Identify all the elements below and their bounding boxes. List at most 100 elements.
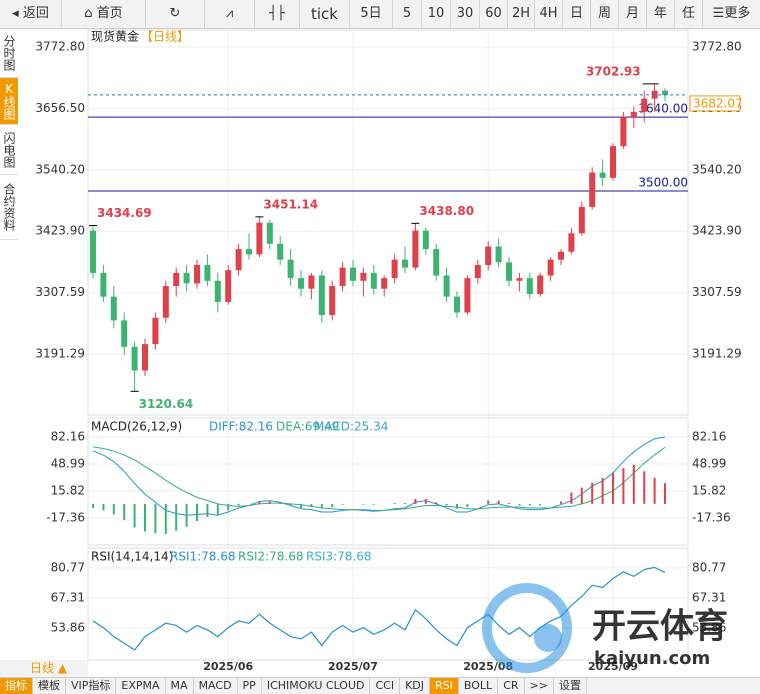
candle-body bbox=[204, 264, 211, 281]
bottom-tab[interactable]: CCI bbox=[370, 678, 401, 694]
period-button[interactable]: 10 bbox=[422, 0, 451, 28]
y-tick-label: 3772.80 bbox=[35, 40, 85, 54]
macd-bar bbox=[539, 503, 542, 506]
bottom-tab[interactable]: ICHIMOKU CLOUD bbox=[262, 678, 371, 694]
candle-body bbox=[121, 320, 128, 347]
y-tick-label-right: 3191.29 bbox=[692, 347, 742, 361]
x-tick-label: 2025/09 bbox=[588, 660, 638, 673]
candle-body bbox=[422, 230, 429, 250]
candle-body bbox=[402, 259, 408, 268]
bottom-tab[interactable]: RSI bbox=[430, 678, 459, 694]
candle-body bbox=[298, 278, 304, 289]
panel-frame bbox=[87, 29, 689, 416]
refresh-button[interactable]: ↻ bbox=[146, 0, 205, 28]
bottom-tab[interactable]: PP bbox=[238, 678, 262, 694]
candle-body bbox=[610, 146, 616, 178]
y-tick-label-right: 80.77 bbox=[692, 560, 726, 574]
back-label: 返回 bbox=[22, 6, 49, 21]
candle-body bbox=[506, 262, 512, 281]
candle-body bbox=[516, 278, 523, 281]
side-tab[interactable]: 合约资料 bbox=[0, 175, 18, 240]
candle-body bbox=[131, 346, 138, 371]
bottom-tab[interactable]: 指标 bbox=[0, 678, 33, 694]
legend-entry: RSI1:78.68 bbox=[170, 550, 236, 564]
back-button[interactable]: ◂ 返回 bbox=[0, 0, 62, 28]
tick-button[interactable]: tick bbox=[300, 0, 350, 28]
y-tick-label: 67.31 bbox=[51, 590, 85, 604]
macd-bar bbox=[560, 501, 562, 504]
bottom-tab[interactable]: 设置 bbox=[554, 678, 587, 694]
y-tick-label-right: -17.36 bbox=[692, 511, 731, 525]
watermark-ball bbox=[534, 624, 562, 652]
bottom-tab[interactable]: VIP指标 bbox=[66, 678, 117, 694]
macd-bar bbox=[300, 503, 302, 508]
candle-body bbox=[641, 98, 648, 112]
more-button[interactable]: ☰更多 bbox=[712, 6, 751, 21]
y-tick-label: 3540.20 bbox=[35, 162, 85, 176]
more-label: 更多 bbox=[724, 6, 751, 21]
home-button[interactable]: ⌂ 首页 bbox=[62, 0, 146, 28]
macd-bar bbox=[258, 501, 261, 504]
side-tab[interactable]: 分时图 bbox=[0, 28, 18, 78]
period-button[interactable]: 2H bbox=[508, 0, 535, 28]
macd-bar bbox=[393, 503, 396, 504]
macd-bar bbox=[508, 503, 510, 504]
panel-frame bbox=[87, 417, 689, 546]
y-tick-label-right: 3423.90 bbox=[692, 224, 742, 238]
candle-body bbox=[630, 111, 637, 118]
high-label: 3702.93 bbox=[586, 64, 641, 78]
period-button[interactable]: 日 bbox=[563, 0, 591, 28]
period-button[interactable]: 任 bbox=[675, 0, 703, 28]
macd-bar bbox=[196, 503, 198, 521]
period-button[interactable]: 5 bbox=[393, 0, 422, 28]
macd-bar bbox=[154, 503, 157, 534]
y-tick-label-right: 3540.20 bbox=[692, 162, 742, 176]
y-tick-label: -17.36 bbox=[46, 511, 85, 525]
side-tab[interactable]: 闪电图 bbox=[0, 125, 18, 175]
macd-bar bbox=[289, 503, 292, 506]
y-tick-label: 80.77 bbox=[51, 560, 85, 574]
macd-bar bbox=[227, 503, 230, 511]
candle-body bbox=[152, 317, 159, 345]
period-button[interactable]: 60 bbox=[480, 0, 508, 28]
macd-bar bbox=[466, 503, 469, 508]
candle-body bbox=[558, 251, 564, 260]
bottom-tab[interactable]: EXPMA bbox=[116, 678, 166, 694]
candle-body bbox=[142, 344, 148, 371]
bottom-tab[interactable]: BOLL bbox=[459, 678, 499, 694]
period-button[interactable]: 4H bbox=[535, 0, 563, 28]
bottom-tab[interactable]: KDJ bbox=[400, 678, 431, 694]
macd-bar bbox=[185, 503, 188, 527]
period-button[interactable]: 年 bbox=[647, 0, 675, 28]
bottom-tab[interactable]: MACD bbox=[194, 678, 238, 694]
candle-body bbox=[308, 275, 315, 289]
macd-bar bbox=[445, 503, 448, 506]
macd-bar bbox=[518, 503, 521, 506]
macd-bar bbox=[144, 503, 146, 532]
macd-bar bbox=[643, 471, 646, 504]
candle-body bbox=[589, 172, 596, 207]
bottom-tab[interactable]: MA bbox=[166, 678, 194, 694]
period-label: 日线 bbox=[30, 661, 55, 675]
macd-bar bbox=[372, 503, 375, 505]
rsi-line bbox=[92, 566, 666, 651]
bottom-tab[interactable]: CR bbox=[498, 678, 525, 694]
macd-bar bbox=[279, 503, 282, 504]
side-tab[interactable]: K线图 bbox=[0, 78, 18, 125]
candle-button[interactable]: ┤├ bbox=[255, 0, 300, 28]
period-button[interactable]: 周 bbox=[591, 0, 619, 28]
bottom-tab[interactable]: 模板 bbox=[33, 678, 66, 694]
period-button[interactable]: 30 bbox=[451, 0, 480, 28]
period-button[interactable]: 5日 bbox=[350, 0, 393, 28]
macd-bar bbox=[331, 503, 334, 508]
candle-body bbox=[110, 296, 117, 321]
period-button[interactable]: 月 bbox=[619, 0, 647, 28]
indicator-button[interactable]: ⩘ bbox=[205, 0, 255, 28]
watermark-title: 开云体育 bbox=[592, 607, 728, 647]
macd-bar bbox=[435, 502, 438, 504]
candle-body bbox=[391, 259, 398, 279]
high-label: 3438.80 bbox=[419, 204, 474, 218]
bottom-tab[interactable]: >> bbox=[525, 678, 554, 694]
candle-body bbox=[433, 249, 440, 276]
macd-bar bbox=[664, 483, 666, 504]
